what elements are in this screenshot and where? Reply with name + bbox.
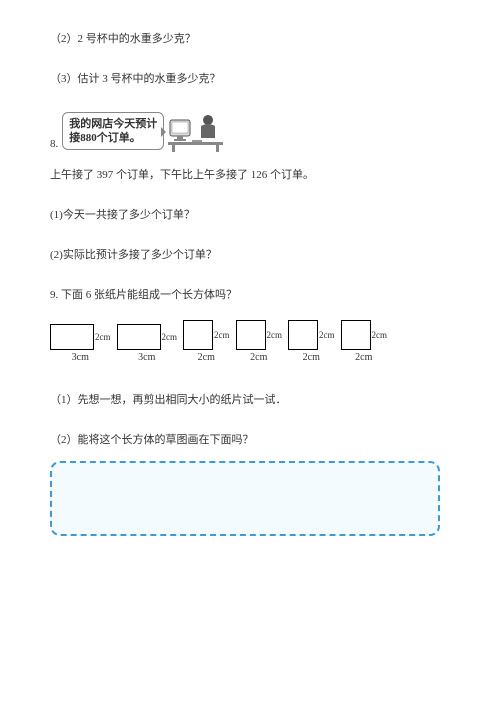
shape-item: 2cm 2cm: [183, 320, 230, 363]
shape-item: 2cm 3cm: [117, 324, 178, 363]
shape-box: [341, 320, 371, 350]
q8-number: 8.: [50, 138, 58, 150]
question-3: （3）估计 3 号杯中的水重多少克？: [50, 70, 450, 86]
shape-height-label: 2cm: [319, 330, 335, 340]
shape-height-label: 2cm: [95, 332, 111, 342]
speech-bubble: 我的网店今天预计 接880个订单。: [62, 112, 164, 151]
question-2: （2）2 号杯中的水重多少克？: [50, 30, 450, 46]
shape-width-label: 3cm: [72, 352, 89, 363]
q8-statement: 上午接了 397 个订单，下午比上午多接了 126 个订单。: [50, 166, 450, 182]
shape-width-label: 2cm: [303, 352, 320, 363]
shape-width-label: 2cm: [198, 352, 215, 363]
shape-height-label: 2cm: [214, 330, 230, 340]
person-at-desk-icon: [168, 110, 223, 152]
shape-item: 2cm 2cm: [288, 320, 335, 363]
q8-sub2: (2)实际比预计多接了多少个订单？: [50, 246, 450, 262]
q9-title: 9. 下面 6 张纸片能组成一个长方体吗？: [50, 286, 450, 302]
q9-sub2: （2）能将这个长方体的草图画在下面吗？: [50, 431, 450, 447]
shape-box: [183, 320, 213, 350]
shape-width-label: 2cm: [355, 352, 372, 363]
shape-item: 2cm 2cm: [236, 320, 283, 363]
q8-sub1: (1)今天一共接了多少个订单？: [50, 206, 450, 222]
shape-item: 2cm 3cm: [50, 324, 111, 363]
shape-box: [117, 324, 161, 350]
shape-width-label: 2cm: [250, 352, 267, 363]
shape-box: [50, 324, 94, 350]
answer-drawing-box: [50, 461, 440, 536]
q9-shapes-row: 2cm 3cm 2cm 3cm 2cm 2cm 2cm 2cm 2cm 2cm 2cm 2cm: [50, 320, 450, 363]
shape-item: 2cm 2cm: [341, 320, 388, 363]
shape-height-label: 2cm: [162, 332, 178, 342]
shape-width-label: 3cm: [138, 352, 155, 363]
bubble-line1: 我的网店今天预计: [69, 117, 157, 131]
bubble-line2: 接880个订单。: [69, 131, 157, 145]
q9-sub1: （1）先想一想，再剪出相同大小的纸片试一试．: [50, 391, 450, 407]
shape-height-label: 2cm: [267, 330, 283, 340]
question-8-figure: 8. 我的网店今天预计 接880个订单。: [50, 110, 450, 152]
shape-box: [236, 320, 266, 350]
shape-height-label: 2cm: [372, 330, 388, 340]
shape-box: [288, 320, 318, 350]
